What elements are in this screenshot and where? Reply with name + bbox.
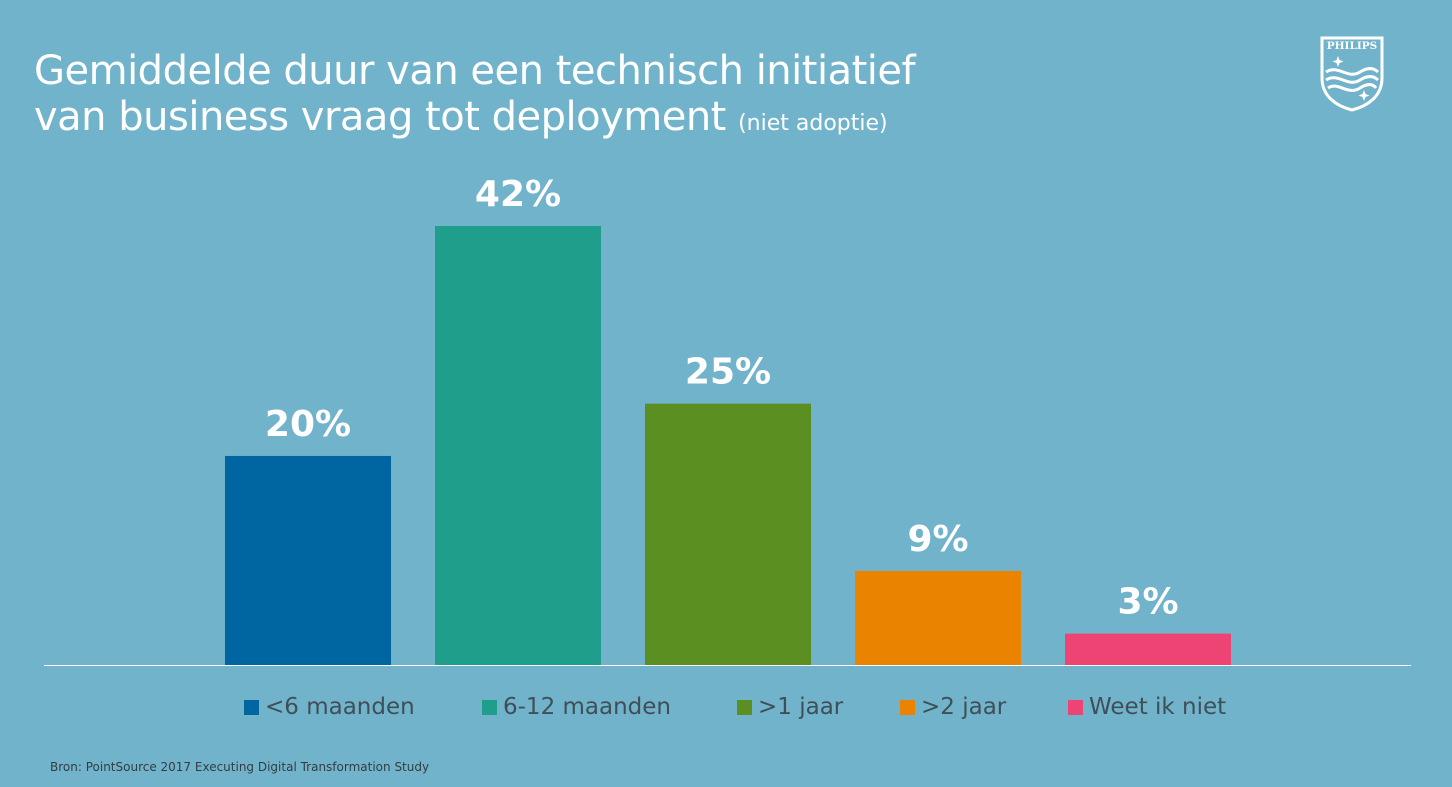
source-note: Bron: PointSource 2017 Executing Digital… — [50, 760, 430, 774]
legend-item-4: Weet ik niet — [1068, 694, 1226, 720]
legend-label-0: <6 maanden — [265, 694, 415, 720]
chart-title: Gemiddelde duur van een technisch initia… — [34, 48, 916, 147]
bar-4 — [1065, 633, 1231, 665]
data-label-0: 20% — [265, 404, 351, 445]
data-label-4: 3% — [1117, 582, 1178, 623]
legend-swatch-0 — [244, 699, 259, 715]
bar-1 — [435, 226, 601, 665]
title-suffix: (niet adoptie) — [738, 111, 888, 136]
legend-item-2: >1 jaar — [737, 694, 843, 720]
chart-legend: <6 maanden 6-12 maanden >1 jaar >2 jaar Weet… — [0, 694, 1452, 728]
legend-item-3: >2 jaar — [900, 694, 1006, 720]
bar-3 — [855, 570, 1021, 665]
legend-label-2: >1 jaar — [758, 694, 844, 720]
bar-2 — [645, 403, 811, 665]
logo-text: PHILIPS — [1327, 40, 1378, 52]
legend-swatch-3 — [900, 699, 915, 715]
legend-swatch-1 — [482, 699, 497, 715]
bar-0 — [225, 455, 391, 665]
legend-item-1: 6-12 maanden — [482, 694, 671, 720]
legend-label-1: 6-12 maanden — [503, 694, 672, 720]
data-label-3: 9% — [907, 519, 968, 560]
legend-item-0: <6 maanden — [244, 694, 415, 720]
legend-label-4: Weet ik niet — [1089, 694, 1227, 720]
data-label-2: 25% — [685, 352, 771, 393]
philips-shield-icon: PHILIPS — [1320, 36, 1384, 112]
legend-label-3: >2 jaar — [921, 694, 1007, 720]
title-line-1: Gemiddelde duur van een technisch initia… — [34, 48, 916, 94]
legend-swatch-2 — [737, 699, 752, 715]
legend-swatch-4 — [1068, 699, 1083, 715]
data-label-1: 42% — [475, 174, 561, 215]
title-line-2: van business vraag tot deployment — [34, 94, 726, 140]
